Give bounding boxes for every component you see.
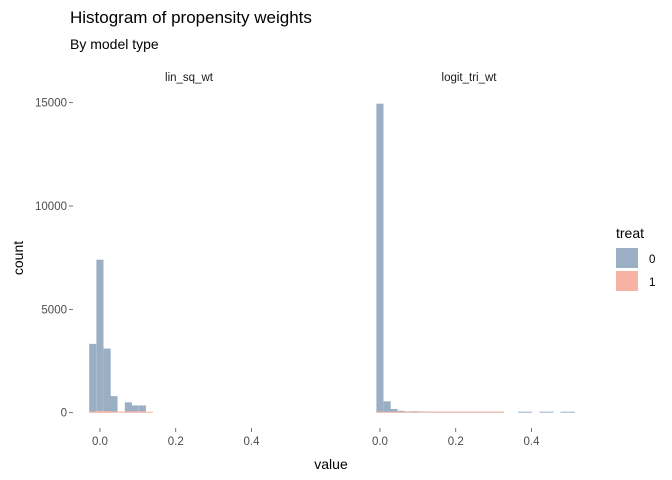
- legend-label-0: 0: [649, 254, 655, 266]
- bar-logit_tri_wt-treat-1: [383, 411, 391, 413]
- y-tick-label: 10000: [35, 201, 67, 213]
- legend-key-1: [616, 271, 638, 291]
- bar-logit_tri_wt-treat-1: [404, 411, 412, 413]
- facet-strip-label: logit_tri_wt: [442, 72, 498, 84]
- legend: treat 0 1: [616, 225, 655, 291]
- bar-logit_tri_wt-treat-1: [433, 411, 441, 413]
- bar-lin_sq_wt-treat-1: [138, 411, 146, 413]
- bar-logit_tri_wt-treat-0: [524, 411, 533, 413]
- bar-logit_tri_wt-treat-1: [411, 411, 419, 413]
- facet-panels: lin_sq_wt 0.0 0.2 0.4 logit_tri_wt 0.0 0.2 0.4: [89, 72, 575, 448]
- bar-logit_tri_wt-treat-1: [496, 411, 504, 413]
- y-axis-title: count: [10, 241, 26, 275]
- bar-logit_tri_wt-treat-0: [539, 411, 547, 413]
- bar-lin_sq_wt-treat-1: [124, 411, 132, 413]
- bar-lin_sq_wt-treat-0: [124, 402, 132, 413]
- chart-subtitle: By model type: [70, 36, 159, 52]
- bar-logit_tri_wt-treat-1: [482, 411, 490, 413]
- bar-logit_tri_wt-treat-1: [447, 411, 455, 413]
- bar-logit_tri_wt-treat-0: [383, 401, 391, 413]
- bar-logit_tri_wt-treat-0: [518, 411, 526, 413]
- bar-lin_sq_wt-treat-0: [131, 405, 139, 413]
- y-tick-label: 5000: [41, 304, 67, 316]
- bar-lin_sq_wt-treat-1: [96, 410, 104, 413]
- bar-logit_tri_wt-treat-0: [390, 408, 398, 413]
- x-axis-title: value: [314, 456, 348, 472]
- y-tick-label: 0: [61, 408, 67, 420]
- bar-lin_sq_wt-treat-0: [138, 405, 146, 413]
- facet-panel-logit_tri_wt: logit_tri_wt 0.0 0.2 0.4: [372, 72, 575, 448]
- bar-logit_tri_wt-treat-1: [468, 411, 476, 413]
- bar-logit_tri_wt-treat-1: [426, 411, 434, 413]
- bar-lin_sq_wt-treat-1: [117, 411, 125, 413]
- legend-key-0: [616, 248, 638, 268]
- y-axis-ticks: 0 5000 10000 15000: [35, 98, 73, 420]
- bar-lin_sq_wt-treat-1: [131, 411, 139, 413]
- bar-lin_sq_wt-treat-1: [146, 411, 154, 413]
- bar-logit_tri_wt-treat-0: [376, 103, 384, 413]
- bar-logit_tri_wt-treat-1: [397, 411, 405, 413]
- bar-lin_sq_wt-treat-1: [89, 411, 97, 413]
- facet-strip-label: lin_sq_wt: [165, 72, 214, 84]
- bar-logit_tri_wt-treat-1: [440, 411, 448, 413]
- bar-logit_tri_wt-treat-0: [546, 411, 554, 413]
- bar-logit_tri_wt-treat-1: [454, 411, 462, 413]
- chart-title: Histogram of propensity weights: [70, 8, 312, 27]
- legend-title: treat: [616, 225, 644, 241]
- bar-logit_tri_wt-treat-1: [418, 411, 426, 413]
- bar-lin_sq_wt-treat-1: [103, 411, 111, 413]
- x-tick-label: 0.2: [448, 436, 464, 448]
- bar-lin_sq_wt-treat-0: [96, 259, 104, 413]
- bar-logit_tri_wt-treat-0: [560, 411, 568, 413]
- x-tick-label: 0.0: [92, 436, 108, 448]
- x-tick-label: 0.4: [244, 436, 261, 448]
- x-tick-label: 0.4: [524, 436, 541, 448]
- bar-logit_tri_wt-treat-1: [461, 411, 469, 413]
- bar-logit_tri_wt-treat-1: [376, 411, 384, 413]
- bar-logit_tri_wt-treat-1: [475, 411, 483, 413]
- x-tick-label: 0.2: [168, 436, 184, 448]
- y-tick-label: 15000: [35, 98, 67, 110]
- x-tick-label: 0.0: [372, 436, 388, 448]
- bar-lin_sq_wt-treat-0: [89, 343, 97, 413]
- facet-panel-lin_sq_wt: lin_sq_wt 0.0 0.2 0.4: [89, 72, 260, 448]
- bar-logit_tri_wt-treat-1: [390, 411, 398, 413]
- bar-lin_sq_wt-treat-0: [110, 396, 118, 413]
- bar-logit_tri_wt-treat-1: [489, 411, 497, 413]
- legend-label-1: 1: [649, 277, 655, 289]
- bar-lin_sq_wt-treat-0: [103, 348, 111, 413]
- bar-logit_tri_wt-treat-0: [567, 411, 575, 413]
- bar-lin_sq_wt-treat-1: [110, 411, 118, 413]
